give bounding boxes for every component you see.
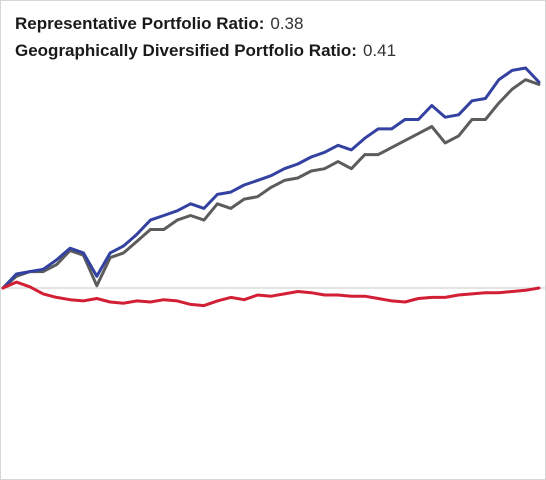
ratio-stats: Representative Portfolio Ratio: 0.38 Geog… (15, 10, 396, 64)
rep-ratio-row: Representative Portfolio Ratio: 0.38 (15, 10, 396, 37)
rep-ratio-label: Representative Portfolio Ratio: (15, 14, 265, 33)
geo-ratio-row: Geographically Diversified Portfolio Rat… (15, 37, 396, 64)
series-line-blue (1, 66, 541, 290)
geo-ratio-label: Geographically Diversified Portfolio Rat… (15, 41, 357, 60)
series-line-grey (1, 78, 541, 290)
geo-ratio-value: 0.41 (362, 41, 397, 60)
rep-ratio-value: 0.38 (270, 14, 304, 33)
series-line-red (1, 280, 541, 308)
